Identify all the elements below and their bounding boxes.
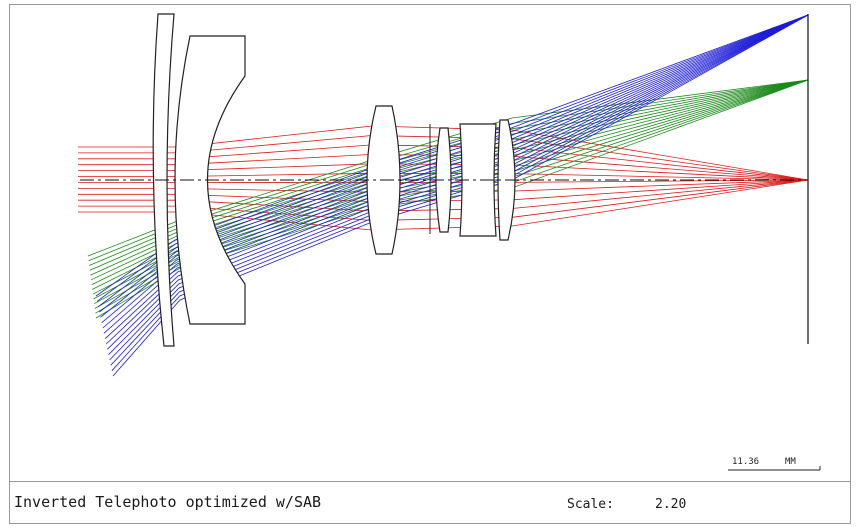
scale-bar — [728, 466, 821, 471]
scale-bar-value: 11.36 — [732, 457, 760, 467]
scale-label: Scale: — [567, 497, 614, 512]
layout-title: Inverted Telephoto optimized w/SAB — [14, 493, 322, 511]
scale-value: 2.20 — [655, 497, 687, 512]
lens-element-2 — [174, 35, 246, 325]
caption-bar — [9, 482, 851, 524]
optical-axis — [80, 14, 809, 344]
scale-bar-unit: MM — [785, 457, 796, 467]
optical-layout-panel — [9, 4, 851, 482]
lens-element-5 — [459, 123, 497, 237]
